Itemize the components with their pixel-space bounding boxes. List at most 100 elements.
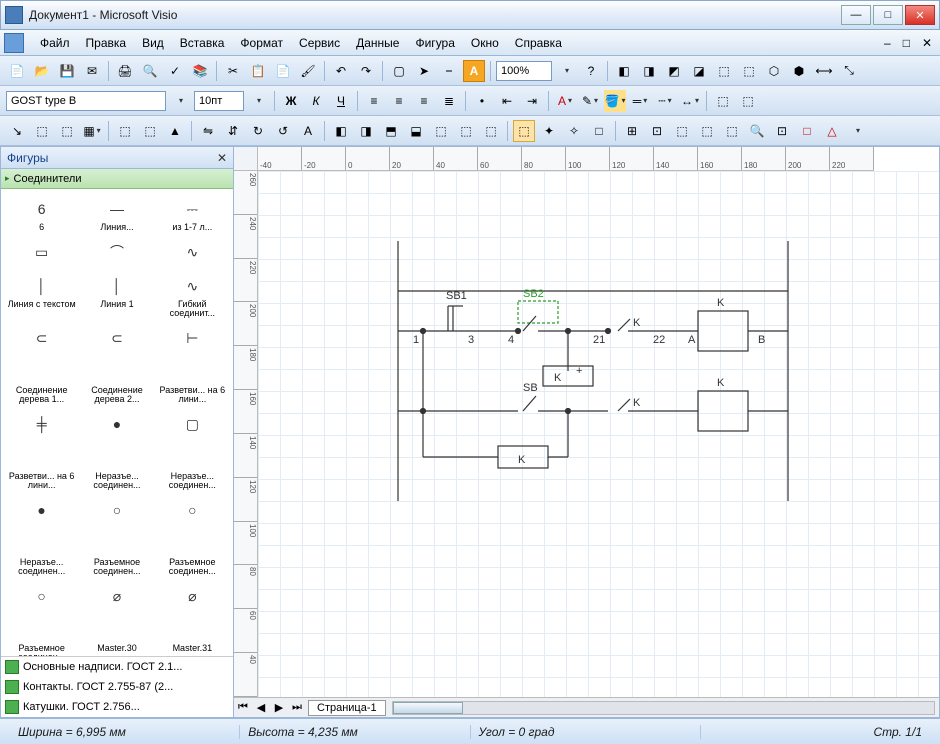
shape-master[interactable]: Соединение дерева 2... (80, 356, 153, 406)
ex10-icon[interactable]: ⤡ (838, 60, 860, 82)
c23-icon[interactable]: □ (588, 120, 610, 142)
c21-icon[interactable]: ✦ (538, 120, 560, 142)
align-left-icon[interactable]: ≡ (363, 90, 385, 112)
ex3-icon[interactable]: ◩ (663, 60, 685, 82)
c24-icon[interactable]: ⊞ (621, 120, 643, 142)
ex9-icon[interactable]: ⟷ (813, 60, 835, 82)
stencil-row[interactable]: Катушки. ГОСТ 2.756... (1, 697, 233, 717)
rotate-r-icon[interactable]: ↻ (247, 120, 269, 142)
open-icon[interactable]: 📂 (31, 60, 53, 82)
menu-insert[interactable]: Вставка (172, 34, 233, 52)
hscroll-thumb[interactable] (393, 702, 463, 714)
c26-icon[interactable]: ⬚ (671, 120, 693, 142)
stencil-row[interactable]: Контакты. ГОСТ 2.755-87 (2... (1, 677, 233, 697)
fill-color-icon[interactable]: 🪣 (604, 90, 626, 112)
line-pattern-icon[interactable]: ┄ (654, 90, 676, 112)
research-icon[interactable]: 📚 (189, 60, 211, 82)
shape-master[interactable]: Неразъе... соединен... (80, 442, 153, 492)
shape-master[interactable]: │Линия с текстом (5, 270, 78, 320)
spell-icon[interactable]: ✓ (164, 60, 186, 82)
zoom-input[interactable] (496, 61, 552, 81)
print-icon[interactable]: 🖨 (114, 60, 136, 82)
menu-file[interactable]: Файл (32, 34, 78, 52)
c17-icon[interactable]: ⬚ (430, 120, 452, 142)
shape-master[interactable]: Разъемное соединен... (156, 528, 229, 578)
mdi-minimize-button[interactable]: – (880, 36, 895, 50)
c18-icon[interactable]: ⬚ (455, 120, 477, 142)
cut-icon[interactable]: ✂ (222, 60, 244, 82)
italic-button[interactable]: К (305, 90, 327, 112)
shape-master[interactable]: ⌒ (80, 236, 153, 268)
shape-master[interactable]: ⌀ (80, 580, 153, 612)
bullets-icon[interactable]: • (471, 90, 493, 112)
last-page-button[interactable]: ⏭ (288, 701, 306, 714)
shape-master[interactable]: ▭ (5, 236, 78, 268)
align-center-icon[interactable]: ≡ (388, 90, 410, 112)
undo-icon[interactable]: ↶ (330, 60, 352, 82)
font-input[interactable] (6, 91, 166, 111)
mdi-close-button[interactable]: ✕ (918, 36, 936, 50)
format-painter-icon[interactable]: 🖌 (297, 60, 319, 82)
ex-f1-icon[interactable]: ⬚ (712, 90, 734, 112)
c20-icon[interactable]: ⬚ (513, 120, 535, 142)
drawing-surface[interactable]: SB1 SB2 SB K K K K K K + 1 3 4 (258, 171, 939, 697)
font-dropdown[interactable] (169, 90, 191, 112)
shape-master[interactable]: Неразъе... соединен... (156, 442, 229, 492)
font-color-icon[interactable]: A (554, 90, 576, 112)
shapes-panel-close-icon[interactable]: ✕ (217, 151, 227, 165)
align-right-icon[interactable]: ≡ (413, 90, 435, 112)
ex-f2-icon[interactable]: ⬚ (737, 90, 759, 112)
c4-icon[interactable]: ▦ (81, 120, 103, 142)
paste-icon[interactable]: 📄 (272, 60, 294, 82)
zoom-dropdown[interactable] (555, 60, 577, 82)
shape-master[interactable]: ⊂ (5, 322, 78, 354)
c29-icon[interactable]: 🔍 (746, 120, 768, 142)
redo-icon[interactable]: ↷ (355, 60, 377, 82)
line-color-icon[interactable]: ✎ (579, 90, 601, 112)
connector-icon[interactable]: ⎯ (438, 60, 460, 82)
shape-master[interactable]: —Линия... (80, 193, 153, 234)
indent-inc-icon[interactable]: ⇥ (521, 90, 543, 112)
menu-help[interactable]: Справка (507, 34, 570, 52)
c32-icon[interactable]: △ (821, 120, 843, 142)
shape-master[interactable]: Соединение дерева 1... (5, 356, 78, 406)
preview-icon[interactable]: 🔍 (139, 60, 161, 82)
save-icon[interactable]: 💾 (56, 60, 78, 82)
rotate-l-icon[interactable]: ↺ (272, 120, 294, 142)
c12-icon[interactable]: A (297, 120, 319, 142)
menu-view[interactable]: Вид (134, 34, 172, 52)
c31-icon[interactable]: □ (796, 120, 818, 142)
shape-master[interactable]: ▢ (156, 408, 229, 440)
ex2-icon[interactable]: ◨ (638, 60, 660, 82)
c15-icon[interactable]: ⬒ (380, 120, 402, 142)
shape-master[interactable]: ○ (5, 580, 78, 612)
shape-master[interactable]: Master.30 (80, 614, 153, 656)
shape-master[interactable]: ╪ (5, 408, 78, 440)
menu-edit[interactable]: Правка (78, 34, 135, 52)
shape-master[interactable]: ⊂ (80, 322, 153, 354)
fontsize-dropdown[interactable] (247, 90, 269, 112)
ex1-icon[interactable]: ◧ (613, 60, 635, 82)
stencil-row[interactable]: Основные надписи. ГОСТ 2.1... (1, 657, 233, 677)
c13-icon[interactable]: ◧ (330, 120, 352, 142)
close-button[interactable]: ✕ (905, 5, 935, 25)
c28-icon[interactable]: ⬚ (721, 120, 743, 142)
shape-master[interactable]: ○ (156, 494, 229, 526)
bold-button[interactable]: Ж (280, 90, 302, 112)
fontsize-input[interactable] (194, 91, 244, 111)
page-tab[interactable]: Страница-1 (308, 700, 386, 716)
shape-master[interactable]: ● (80, 408, 153, 440)
indent-dec-icon[interactable]: ⇤ (496, 90, 518, 112)
c22-icon[interactable]: ✧ (563, 120, 585, 142)
copy-icon[interactable]: 📋 (247, 60, 269, 82)
new-icon[interactable]: 📄 (6, 60, 28, 82)
line-ends-icon[interactable]: ↔ (679, 90, 701, 112)
shapes-icon[interactable]: ▢ (388, 60, 410, 82)
ex8-icon[interactable]: ⬢ (788, 60, 810, 82)
menu-format[interactable]: Формат (232, 34, 291, 52)
c2-icon[interactable]: ⬚ (31, 120, 53, 142)
align-justify-icon[interactable]: ≣ (438, 90, 460, 112)
ex7-icon[interactable]: ⬡ (763, 60, 785, 82)
menu-shape[interactable]: Фигура (407, 34, 462, 52)
c25-icon[interactable]: ⊡ (646, 120, 668, 142)
